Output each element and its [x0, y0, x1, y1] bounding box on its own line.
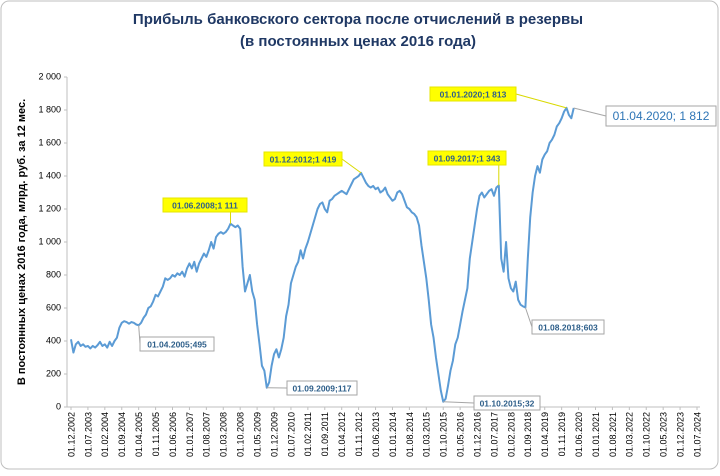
- y-tick-label: 1 200: [38, 203, 61, 213]
- x-tick-label: 01.03.2022: [625, 412, 635, 457]
- y-tick-label: 1 400: [38, 170, 61, 180]
- x-tick-label: 01.08.2014: [405, 412, 415, 457]
- x-tick-label: 01.11.2019: [557, 412, 567, 456]
- x-tick-label: 01.07.2017: [489, 412, 499, 457]
- chart-subtitle: (в постоянных ценах 2016 года): [240, 33, 476, 50]
- x-tick-label: 01.04.2019: [540, 412, 550, 457]
- x-tick-label: 01.12.2016: [472, 412, 482, 457]
- x-tick-label: 01.10.2008: [236, 412, 246, 457]
- y-tick-label: 1 600: [38, 137, 61, 147]
- x-tick-label: 01.07.2010: [286, 412, 296, 457]
- x-tick-label: 01.03.2015: [422, 412, 432, 457]
- y-tick-label: 400: [46, 335, 61, 345]
- x-tick-label: 01.11.2005: [151, 412, 161, 456]
- x-tick-label: 01.01.2014: [388, 412, 398, 457]
- y-tick-label: 600: [46, 302, 61, 312]
- callout-label: 01.09.2017;1 343: [434, 153, 501, 163]
- y-tick-label: 200: [46, 368, 61, 378]
- x-tick-label: 01.09.2004: [117, 412, 127, 457]
- x-tick-label: 01.02.2011: [303, 412, 313, 456]
- x-tick-label: 01.04.2012: [337, 412, 347, 457]
- x-tick-label: 01.10.2015: [439, 412, 449, 457]
- x-tick-label: 01.01.2021: [591, 412, 601, 457]
- x-tick-label: 01.10.2022: [642, 412, 652, 457]
- y-tick-label: 800: [46, 269, 61, 279]
- x-tick-label: 01.06.2020: [574, 412, 584, 457]
- x-tick-label: 01.08.2021: [608, 412, 618, 457]
- y-tick-label: 2 000: [38, 71, 61, 81]
- x-tick-label: 01.07.2003: [83, 412, 93, 457]
- chart-border: [1, 1, 718, 469]
- x-tick-label: 01.09.2018: [523, 412, 533, 457]
- y-tick-label: 1 000: [38, 236, 61, 246]
- x-tick-label: 01.12.2023: [675, 412, 685, 457]
- x-tick-label: 01.02.2004: [100, 412, 110, 457]
- x-tick-label: 01.03.2008: [219, 412, 229, 457]
- y-tick-label: 1 800: [38, 104, 61, 114]
- x-tick-label: 01.05.2009: [252, 412, 262, 457]
- callout-label: 01.04.2005;495: [147, 339, 207, 349]
- callout-label: 01.06.2008;1 111: [172, 200, 238, 210]
- x-tick-label: 01.05.2016: [456, 412, 466, 457]
- callout-label: 01.09.2009;117: [292, 383, 351, 393]
- y-axis-label: В постоянных ценах 2016 года, млрд. руб.…: [16, 99, 28, 385]
- callout-label: 01.12.2012;1 419: [270, 154, 337, 164]
- x-tick-label: 01.12.2002: [66, 412, 76, 457]
- x-tick-label: 01.12.2009: [269, 412, 279, 457]
- x-tick-label: 01.01.2007: [185, 412, 195, 457]
- x-tick-label: 01.02.2018: [506, 412, 516, 457]
- x-tick-label: 01.04.2005: [134, 412, 144, 457]
- x-tick-label: 01.06.2006: [168, 412, 178, 457]
- callout-label: 01.04.2020; 1 812: [613, 109, 710, 123]
- callout-label: 01.10.2015;32: [480, 398, 535, 408]
- x-tick-label: 01.08.2007: [202, 412, 212, 457]
- x-tick-label: 01.11.2012: [354, 412, 364, 456]
- callout-label: 01.01.2020;1 813: [440, 89, 507, 99]
- y-tick-label: 0: [56, 401, 61, 411]
- x-tick-label: 01.07.2024: [692, 412, 702, 457]
- x-tick-label: 01.09.2011: [320, 412, 330, 456]
- x-tick-label: 01.05.2023: [659, 412, 669, 457]
- x-tick-label: 01.06.2013: [371, 412, 381, 457]
- callout-label: 01.08.2018;603: [538, 322, 598, 332]
- chart-title: Прибыль банковского сектора после отчисл…: [133, 11, 583, 28]
